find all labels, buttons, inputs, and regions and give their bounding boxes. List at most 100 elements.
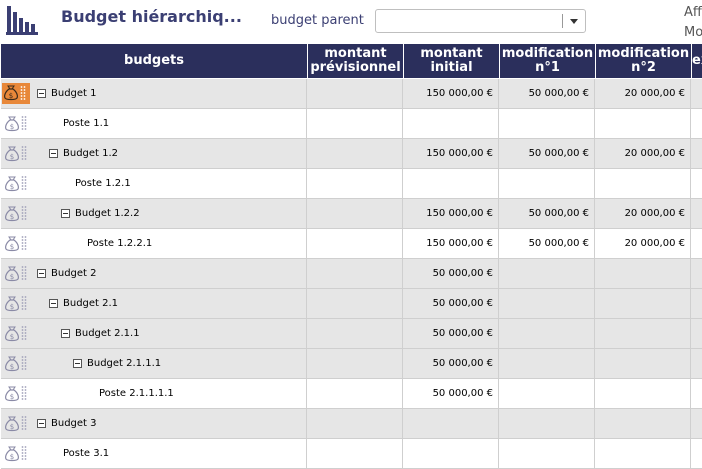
row-label[interactable]: Budget 3 — [51, 418, 97, 429]
cell-ex[interactable] — [691, 319, 702, 348]
cell-m2[interactable]: 20 000,00 € — [595, 139, 691, 168]
column-header-forecast-amount[interactable]: montant prévisionnel — [308, 44, 404, 78]
collapse-icon[interactable] — [37, 89, 46, 98]
table-row[interactable]: $ Budget 2 50 000,00 € — [1, 259, 702, 289]
row-label[interactable]: Poste 1.2.2.1 — [87, 238, 153, 249]
money-bag-icon[interactable]: $ — [3, 144, 21, 163]
cell-m2[interactable] — [595, 349, 691, 378]
cell-m2[interactable] — [595, 319, 691, 348]
table-row[interactable]: $ Budget 1.2.2 150 000,00 €50 000,00 €20 0… — [1, 199, 702, 229]
table-row[interactable]: $ Budget 3 — [1, 409, 702, 439]
collapse-icon[interactable] — [61, 209, 70, 218]
collapse-icon[interactable] — [49, 149, 58, 158]
drag-handle-icon[interactable] — [21, 356, 27, 371]
money-bag-icon[interactable]: $ — [3, 234, 21, 253]
drag-handle-icon[interactable] — [21, 176, 27, 191]
table-row[interactable]: $ Poste 1.1 — [1, 109, 702, 139]
table-row[interactable]: $ Budget 2.1.1.1 50 000,00 € — [1, 349, 702, 379]
cell-ex[interactable] — [691, 259, 702, 288]
column-header-initial-amount[interactable]: montant initial — [404, 44, 500, 78]
money-bag-icon[interactable]: $ — [3, 204, 21, 223]
drag-handle-icon[interactable] — [21, 416, 27, 431]
money-bag-icon[interactable]: $ — [3, 114, 21, 133]
cell-m1[interactable] — [499, 109, 595, 138]
cell-m1[interactable] — [499, 259, 595, 288]
cell-ex[interactable] — [691, 139, 702, 168]
cell-init[interactable]: 50 000,00 € — [403, 319, 499, 348]
cell-prev[interactable] — [307, 229, 403, 258]
cell-m1[interactable]: 50 000,00 € — [499, 229, 595, 258]
cell-m2[interactable]: 20 000,00 € — [595, 79, 691, 108]
collapse-icon[interactable] — [73, 359, 82, 368]
money-bag-icon[interactable]: $ — [3, 294, 21, 313]
collapse-icon[interactable] — [37, 419, 46, 428]
cell-m2[interactable] — [595, 259, 691, 288]
table-row[interactable]: $ Budget 2.1 50 000,00 € — [1, 289, 702, 319]
chevron-down-icon[interactable] — [570, 19, 578, 24]
money-bag-icon[interactable]: $ — [2, 83, 30, 104]
money-bag-icon[interactable]: $ — [3, 444, 21, 463]
cell-prev[interactable] — [307, 169, 403, 198]
drag-handle-icon[interactable] — [20, 86, 26, 101]
cell-m2[interactable] — [595, 379, 691, 408]
row-label[interactable]: Budget 1 — [51, 88, 97, 99]
cell-init[interactable]: 50 000,00 € — [403, 259, 499, 288]
row-label[interactable]: Budget 2.1.1.1 — [87, 358, 162, 369]
cell-init[interactable]: 150 000,00 € — [403, 199, 499, 228]
cell-prev[interactable] — [307, 409, 403, 438]
drag-handle-icon[interactable] — [21, 296, 27, 311]
cell-ex[interactable] — [691, 349, 702, 378]
cell-m1[interactable] — [499, 349, 595, 378]
cell-m1[interactable]: 50 000,00 € — [499, 139, 595, 168]
table-row[interactable]: $ Budget 2.1.1 50 000,00 € — [1, 319, 702, 349]
table-row[interactable]: $ Poste 2.1.1.1.1 50 000,00 € — [1, 379, 702, 409]
money-bag-icon[interactable]: $ — [3, 384, 21, 403]
money-bag-icon[interactable]: $ — [3, 324, 21, 343]
cell-prev[interactable] — [307, 259, 403, 288]
cell-m2[interactable]: 20 000,00 € — [595, 229, 691, 258]
cell-ex[interactable] — [691, 409, 702, 438]
cell-init[interactable] — [403, 169, 499, 198]
cell-prev[interactable] — [307, 289, 403, 318]
mode-option-label[interactable]: Mo — [684, 25, 702, 40]
row-label[interactable]: Budget 1.2 — [63, 148, 119, 159]
table-row[interactable]: $ Poste 1.2.2.1 150 000,00 €50 000,00 €20 … — [1, 229, 702, 259]
money-bag-icon[interactable]: $ — [3, 414, 21, 433]
cell-init[interactable] — [403, 409, 499, 438]
cell-init[interactable]: 50 000,00 € — [403, 349, 499, 378]
cell-m1[interactable] — [499, 169, 595, 198]
drag-handle-icon[interactable] — [21, 446, 27, 461]
row-label[interactable]: Poste 1.2.1 — [75, 178, 131, 189]
drag-handle-icon[interactable] — [21, 386, 27, 401]
drag-handle-icon[interactable] — [21, 236, 27, 251]
cell-ex[interactable] — [691, 169, 702, 198]
cell-m1[interactable] — [499, 409, 595, 438]
parent-budget-select[interactable] — [375, 9, 586, 33]
cell-ex[interactable] — [691, 289, 702, 318]
column-header-ex[interactable]: ex — [692, 44, 702, 78]
drag-handle-icon[interactable] — [21, 146, 27, 161]
drag-handle-icon[interactable] — [21, 266, 27, 281]
collapse-icon[interactable] — [49, 299, 58, 308]
cell-prev[interactable] — [307, 109, 403, 138]
bar-chart-icon[interactable] — [6, 4, 38, 36]
cell-init[interactable]: 150 000,00 € — [403, 229, 499, 258]
column-header-modification-2[interactable]: modification n°2 — [596, 44, 692, 78]
money-bag-icon[interactable]: $ — [3, 354, 21, 373]
cell-ex[interactable] — [691, 439, 702, 468]
display-option-label[interactable]: Aff — [684, 5, 702, 20]
cell-m1[interactable] — [499, 379, 595, 408]
cell-m2[interactable] — [595, 409, 691, 438]
table-row[interactable]: $ Budget 1.2 150 000,00 €50 000,00 €20 000… — [1, 139, 702, 169]
cell-m1[interactable] — [499, 439, 595, 468]
cell-prev[interactable] — [307, 379, 403, 408]
cell-prev[interactable] — [307, 439, 403, 468]
drag-handle-icon[interactable] — [21, 206, 27, 221]
cell-init[interactable]: 150 000,00 € — [403, 139, 499, 168]
cell-prev[interactable] — [307, 319, 403, 348]
cell-init[interactable]: 50 000,00 € — [403, 289, 499, 318]
cell-m2[interactable] — [595, 289, 691, 318]
cell-ex[interactable] — [691, 229, 702, 258]
cell-init[interactable] — [403, 439, 499, 468]
cell-ex[interactable] — [691, 109, 702, 138]
